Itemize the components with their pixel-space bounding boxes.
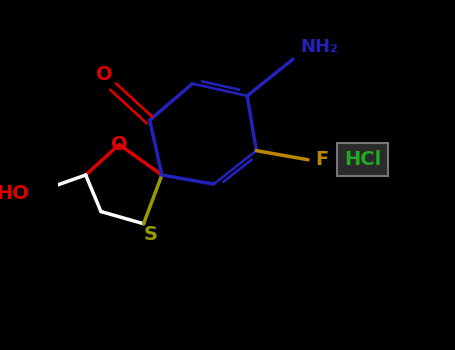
Text: S: S (144, 225, 158, 244)
Text: NH₂: NH₂ (300, 38, 338, 56)
Text: HCl: HCl (344, 150, 382, 169)
Text: HO: HO (0, 184, 29, 203)
Text: O: O (111, 135, 127, 154)
Text: O: O (96, 65, 112, 84)
Text: F: F (315, 150, 329, 169)
